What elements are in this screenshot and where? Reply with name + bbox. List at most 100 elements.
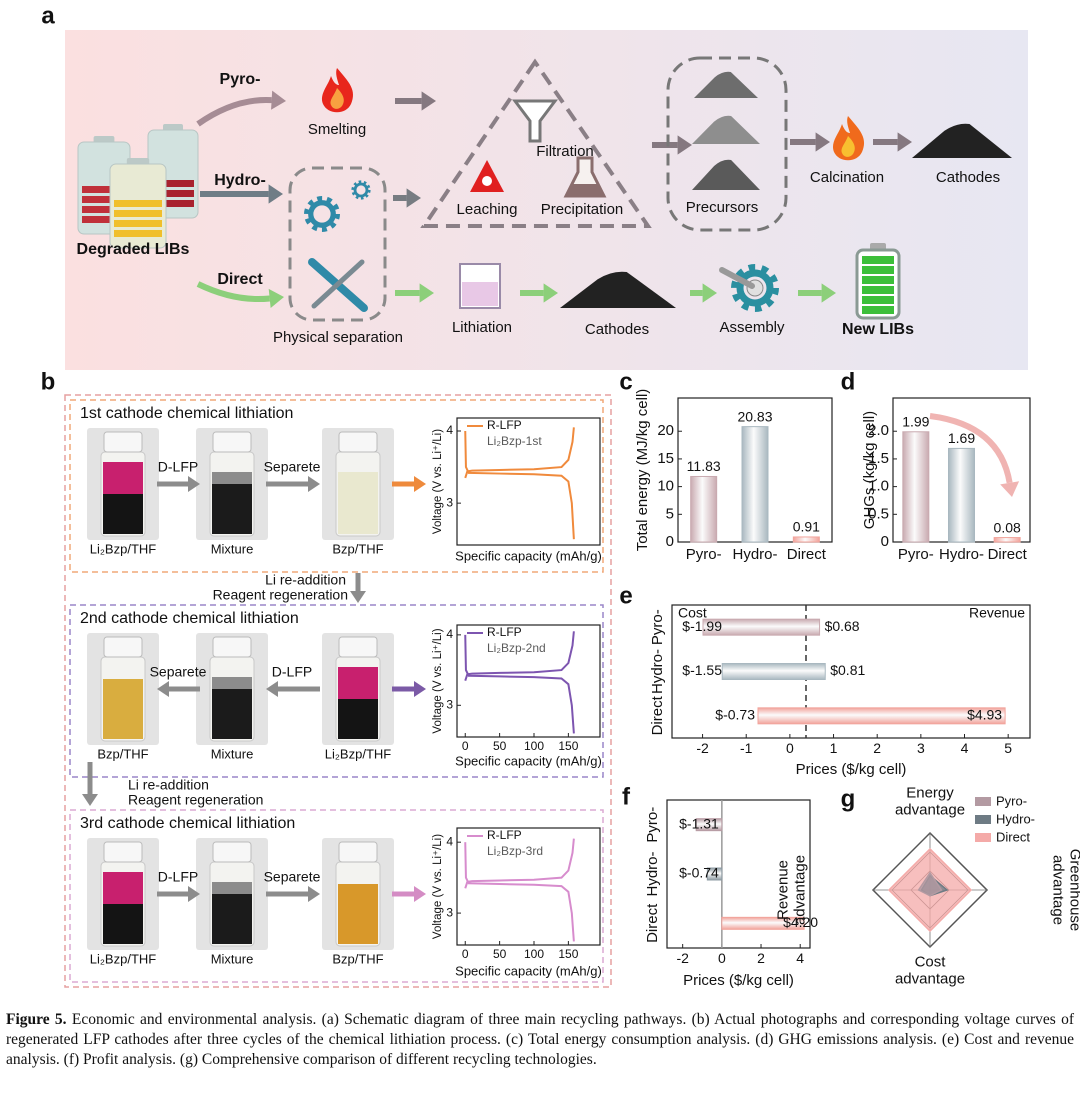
caption: Figure 5. Economic and environmental ana… — [6, 1010, 1074, 1070]
vial-liquid — [212, 894, 252, 944]
value-label: $-1.55 — [682, 662, 722, 678]
legend-label: Direct — [996, 829, 1030, 844]
battery-cell — [114, 200, 162, 207]
arrow-head — [702, 283, 717, 303]
annotation: Cost — [678, 605, 707, 621]
y-tick-label: 3 — [446, 697, 453, 711]
step-label: Li re-addition — [128, 777, 209, 793]
vial-liquid — [212, 484, 252, 534]
vial-label: Bzp/THF — [97, 746, 148, 761]
value-label: $-0.74 — [679, 865, 719, 881]
radar-axis-label: Cost advantage — [895, 953, 965, 987]
range-bar — [757, 707, 1006, 725]
vial-label: Bzp/THF — [332, 951, 383, 966]
arrow-head — [268, 288, 284, 309]
node-label: Smelting — [308, 121, 366, 138]
vial-cap — [212, 636, 252, 658]
axis-label: Direct — [649, 695, 666, 735]
voltage-curve — [464, 842, 575, 942]
arrow-head — [414, 886, 426, 902]
node-label: Lithiation — [452, 319, 512, 336]
node-label: Precursors — [686, 199, 759, 216]
node-label: Filtration — [536, 143, 594, 160]
battery-cell — [862, 306, 894, 314]
vial-label: Bzp/THF — [332, 541, 383, 556]
vial-cap — [338, 636, 378, 658]
y-tick-label: 3 — [446, 495, 453, 509]
range-bar — [702, 618, 821, 636]
battery-cell — [862, 256, 894, 264]
y-tick-label: 10 — [657, 478, 674, 495]
radar-area — [917, 871, 943, 897]
powder-pile — [694, 71, 758, 98]
y-tick-label: 2.0 — [868, 422, 889, 439]
panel-label: e — [619, 582, 632, 609]
plot-frame — [666, 799, 811, 949]
gear-teeth — [351, 180, 371, 200]
x-axis-label: Specific capacity (mAh/g) — [455, 753, 602, 768]
vial-liquid — [103, 679, 143, 739]
radar-axis-label: Energy advantage — [895, 784, 965, 818]
vial-cap — [212, 841, 252, 863]
powder-pile — [912, 123, 1012, 158]
plot-frame — [456, 624, 601, 738]
value-label: $-0.73 — [715, 707, 755, 723]
legend-label: Hydro- — [996, 811, 1035, 826]
bar — [706, 867, 723, 881]
arrow-head — [82, 794, 98, 806]
assembly-arm — [719, 267, 755, 289]
y-tick-label: 0 — [666, 533, 674, 550]
dashed-triangle — [420, 58, 652, 228]
y-tick-label: 3 — [446, 905, 453, 919]
step-label: D-LFP — [158, 459, 198, 475]
step-label: Separete — [150, 664, 207, 680]
x-tick-label: -1 — [740, 740, 753, 756]
battery-cell — [862, 286, 894, 294]
cycle-title: 3rd cathode chemical lithiation — [80, 815, 295, 832]
screwdriver — [311, 259, 365, 309]
y-tick-label: 5 — [666, 505, 674, 522]
node-label: Cathodes — [936, 169, 1000, 186]
value-label: 20.83 — [737, 408, 772, 424]
vial-cap — [103, 431, 143, 453]
x-tick-label: 0 — [462, 947, 469, 961]
radar-axis-label: Greenhouseadvantage — [1050, 849, 1080, 932]
battery-cell — [862, 266, 894, 274]
value-label: 0.91 — [793, 519, 820, 535]
panel-label: g — [841, 785, 856, 812]
arrow-shaft — [196, 281, 270, 302]
powder-pile — [560, 271, 676, 308]
bar — [902, 431, 930, 543]
plot-frame — [456, 417, 601, 546]
voltage-curve — [464, 430, 575, 540]
vial-label: Mixture — [211, 746, 254, 761]
cycle-frame — [69, 604, 604, 778]
arrow-head — [1000, 481, 1020, 497]
legend-label: Li₂Bzp-2nd — [487, 641, 546, 655]
legend-label: Li₂Bzp-3rd — [487, 844, 543, 858]
legend-swatch — [975, 797, 991, 806]
arrow-head — [406, 188, 421, 208]
step-label: Separete — [264, 459, 321, 475]
x-tick-label: 100 — [524, 739, 544, 753]
x-tick-label: -2 — [676, 950, 689, 966]
beaker-liquid — [462, 282, 498, 306]
arrow-head — [543, 283, 558, 303]
battery-cell — [862, 296, 894, 304]
arrow-shaft — [929, 413, 1013, 484]
x-tick-label: 50 — [493, 947, 507, 961]
vial-liquid — [103, 494, 143, 534]
axis-label: Total energy (MJ/kg cell) — [634, 389, 651, 552]
vial-liquid — [212, 882, 252, 894]
arrow-head — [268, 184, 283, 204]
powder-pile — [692, 159, 760, 190]
x-axis-label: Prices ($/kg cell) — [796, 761, 907, 778]
x-axis-label: Prices ($/kg cell) — [683, 972, 794, 989]
node-label: Precipitation — [541, 201, 624, 218]
step-label: Reagent regeneration — [213, 587, 348, 603]
x-tick-label: Hydro- — [939, 546, 984, 563]
step-label: Li re-addition — [265, 572, 346, 588]
funnel-icon — [512, 99, 558, 143]
vial-liquid — [338, 699, 378, 739]
y-tick-label: 4 — [446, 627, 453, 641]
